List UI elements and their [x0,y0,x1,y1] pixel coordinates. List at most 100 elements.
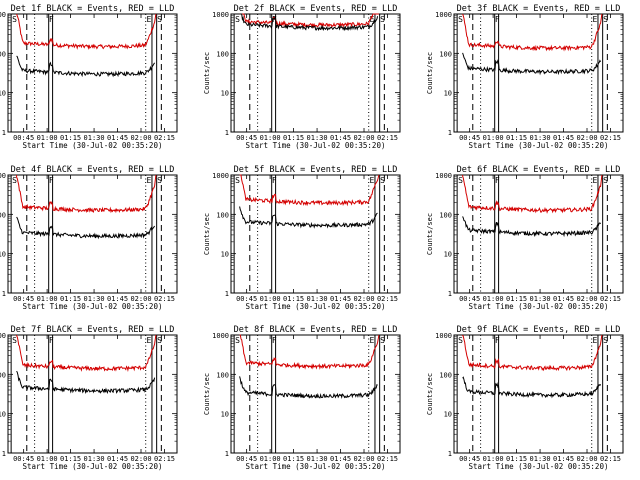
y-tick-label: 1 [448,129,452,137]
x-tick-label: 00:45 [13,295,34,303]
y-tick-label: 10 [0,411,6,419]
panel-title: Det 2f BLACK = Events, RED = LLD [234,4,398,14]
x-axis-label: Start Time (30-Jul-02 00:35:20) [469,141,609,150]
panel-title: Det 1f BLACK = Events, RED = LLD [11,4,175,14]
marker-label-start: S [12,176,17,185]
marker-label-start: S [12,15,17,24]
x-tick-label: 02:00 [576,455,597,463]
x-tick-label: 01:15 [283,295,304,303]
x-tick-label: 01:45 [553,134,574,142]
x-tick-label: 01:15 [283,455,304,463]
x-axis-label: Start Time (30-Jul-02 00:35:20) [469,302,609,311]
x-axis-label: Start Time (30-Jul-02 00:35:20) [246,302,386,311]
marker-label-flare: F [495,15,500,24]
x-tick-label: 01:30 [84,134,105,142]
x-tick-label: 01:30 [307,455,328,463]
plot-frame [230,174,401,294]
panel-title: Det 7f BLACK = Events, RED = LLD [11,325,175,335]
x-tick-label: 02:00 [353,295,374,303]
y-tick-label: 100 [439,371,452,379]
marker-label-end: E [592,336,597,345]
x-tick-label: 01:00 [37,295,58,303]
marker-label-start: S [157,176,162,185]
y-tick-label: 1000 [435,11,452,19]
x-tick-label: 02:00 [576,295,597,303]
x-tick-label: 01:45 [107,295,128,303]
x-tick-label: 01:00 [483,295,504,303]
marker-label-start: S [380,15,385,24]
marker-label-start: S [458,15,463,24]
x-tick-label: 01:00 [260,134,281,142]
marker-label-start: S [157,15,162,24]
lld-series-line [16,334,157,372]
y-tick-label: 1000 [435,172,452,180]
y-tick-label: 1 [2,450,6,458]
y-tick-label: 1000 [435,332,452,340]
x-tick-label: 01:00 [483,455,504,463]
panel-2: Det 2f BLACK = Events, RED = LLD 1 10 100 10… [203,4,401,150]
marker-label-end: E [146,336,151,345]
x-tick-label: 01:30 [307,295,328,303]
plot-frame [453,334,624,454]
x-tick-label: 01:30 [84,455,105,463]
x-tick-label: 01:00 [37,134,58,142]
x-tick-label: 02:00 [576,134,597,142]
y-tick-label: 10 [444,90,452,98]
y-tick-label: 1000 [212,172,229,180]
y-tick-label: 10 [221,251,229,259]
y-tick-label: 1000 [0,332,6,340]
events-series-line [16,370,156,395]
y-tick-label: 100 [216,211,229,219]
lld-series-line [462,13,603,52]
x-tick-label: 00:45 [459,295,480,303]
x-tick-label: 00:45 [13,134,34,142]
x-axis-label: Start Time (30-Jul-02 00:35:20) [246,141,386,150]
x-tick-label: 01:45 [107,455,128,463]
x-tick-label: 01:15 [60,455,81,463]
x-tick-label: 01:30 [307,134,328,142]
x-axis-label: Start Time (30-Jul-02 00:35:20) [246,462,386,471]
x-tick-label: 01:45 [553,295,574,303]
y-axis-label: Counts/sec [426,52,434,94]
marker-label-end: E [592,176,597,185]
events-series-line [239,376,378,400]
y-tick-label: 100 [216,371,229,379]
plot-frame [7,334,178,454]
marker-label-flare: F [49,176,54,185]
x-tick-label: 02:15 [154,295,175,303]
x-tick-label: 01:30 [530,134,551,142]
y-tick-label: 10 [444,411,452,419]
marker-label-end: E [369,176,374,185]
y-axis-label: Counts/sec [203,52,211,94]
y-tick-label: 100 [0,50,6,58]
panel-9: Det 9f BLACK = Events, RED = LLD 1 10 100 10… [426,325,624,471]
marker-label-start: S [603,15,608,24]
panel-4: Det 4f BLACK = Events, RED = LLD 1 10 100 10… [0,165,178,311]
marker-label-start: S [157,336,162,345]
marker-label-start: S [603,336,608,345]
lld-series-line [16,13,157,50]
panel-8: Det 8f BLACK = Events, RED = LLD 1 10 100 10… [203,325,401,471]
panel-title: Det 5f BLACK = Events, RED = LLD [234,165,398,175]
marker-label-flare: F [495,176,500,185]
x-axis-label: Start Time (30-Jul-02 00:35:20) [23,462,163,471]
y-tick-label: 1 [225,450,229,458]
marker-label-start: S [235,176,240,185]
plot-frame [230,13,401,133]
y-axis-label: Counts/sec [426,213,434,255]
marker-label-start: S [12,336,17,345]
y-tick-label: 10 [0,90,6,98]
x-tick-label: 00:45 [236,134,257,142]
plot-frame [453,13,624,133]
events-series-line [462,52,602,76]
y-tick-label: 1 [448,450,452,458]
marker-label-end: E [592,15,597,24]
events-series-line [16,216,156,240]
x-tick-label: 01:45 [330,134,351,142]
x-tick-label: 01:45 [553,455,574,463]
x-tick-label: 01:15 [506,134,527,142]
marker-label-flare: F [49,15,54,24]
panel-title: Det 9f BLACK = Events, RED = LLD [457,325,621,335]
marker-label-end: E [369,336,374,345]
